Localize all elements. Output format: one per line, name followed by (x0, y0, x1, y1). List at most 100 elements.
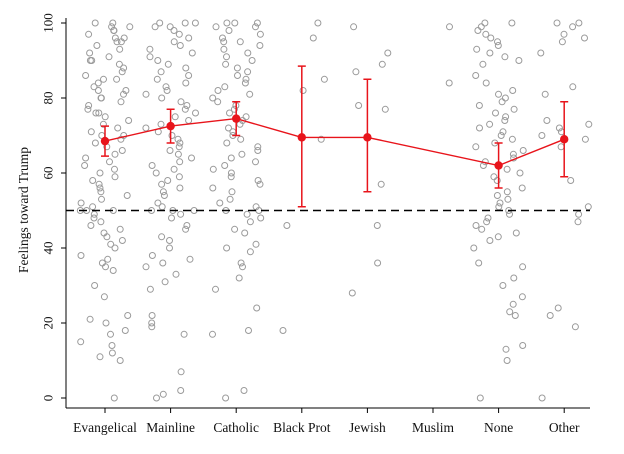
data-point (106, 158, 113, 166)
data-point (482, 79, 490, 87)
data-point (252, 240, 260, 248)
data-point (109, 267, 117, 274)
data-point (120, 90, 127, 98)
data-point (170, 165, 178, 173)
x-tick-label: Muslim (412, 420, 455, 435)
data-point (256, 180, 264, 188)
data-point (159, 259, 167, 267)
data-point (560, 30, 568, 38)
data-point (102, 263, 109, 271)
data-point (90, 214, 98, 222)
data-point (110, 27, 118, 34)
data-point (87, 128, 95, 136)
data-point (102, 319, 110, 327)
x-tick-label: Catholic (213, 420, 259, 435)
data-point (242, 113, 250, 121)
data-point (543, 117, 551, 124)
data-point (89, 177, 97, 184)
data-point (476, 124, 483, 132)
data-point (238, 150, 246, 158)
data-point (97, 188, 105, 196)
data-point (237, 135, 245, 143)
data-point (227, 169, 235, 177)
data-point (180, 330, 188, 338)
data-point (476, 394, 484, 402)
data-point (518, 184, 526, 192)
data-point (146, 53, 154, 61)
data-point (161, 278, 169, 286)
data-point (94, 79, 102, 87)
mean-point (494, 161, 503, 170)
data-point (156, 19, 164, 27)
data-point (309, 34, 317, 42)
data-point (231, 19, 239, 27)
data-point (538, 132, 546, 139)
data-point (237, 259, 245, 267)
y-tick-label: 20 (41, 317, 56, 330)
data-point (384, 49, 392, 57)
data-point (254, 147, 262, 154)
mean-point (166, 121, 175, 131)
data-point (509, 87, 517, 94)
data-point (164, 60, 172, 68)
data-point (118, 237, 126, 244)
scatter-points (76, 19, 593, 402)
data-point (219, 34, 226, 42)
data-point (486, 120, 494, 128)
data-point (233, 64, 241, 72)
data-point (183, 102, 191, 109)
data-point (162, 83, 170, 91)
data-point (243, 210, 251, 218)
data-point (183, 222, 191, 229)
data-point (492, 109, 499, 117)
data-point (86, 57, 94, 64)
data-point (142, 90, 150, 98)
data-point (182, 64, 190, 72)
data-point (115, 60, 123, 68)
data-point (244, 49, 252, 57)
data-point (174, 135, 182, 143)
data-point (502, 345, 510, 353)
data-point (85, 30, 93, 38)
data-point (484, 214, 492, 222)
data-point (182, 79, 190, 87)
data-point (519, 342, 527, 349)
data-point (502, 113, 510, 121)
data-point (223, 53, 230, 61)
data-point (185, 72, 193, 79)
y-axis-title: Feelings toward Trump (16, 147, 31, 273)
data-point (352, 68, 360, 76)
data-point (111, 244, 119, 252)
data-point (508, 19, 516, 27)
data-point (234, 72, 241, 79)
data-point (373, 222, 381, 229)
data-point (493, 177, 501, 184)
data-point (99, 120, 107, 128)
data-point (241, 79, 249, 87)
data-point (157, 68, 165, 76)
data-point (581, 135, 589, 143)
data-point (172, 270, 180, 278)
data-point (94, 87, 102, 94)
data-point (472, 72, 480, 79)
data-point (166, 147, 174, 154)
data-point (509, 150, 517, 158)
data-point (116, 45, 124, 53)
data-point (223, 244, 231, 252)
data-point (166, 237, 173, 244)
data-point (97, 94, 105, 102)
data-point (118, 68, 126, 76)
data-point (101, 113, 109, 121)
data-point (142, 263, 150, 271)
data-point (111, 34, 119, 42)
data-point (222, 60, 230, 68)
data-point (109, 19, 117, 27)
data-point (226, 195, 234, 203)
data-point (314, 19, 322, 27)
data-point (509, 300, 517, 308)
data-point (91, 139, 99, 147)
data-point (174, 150, 182, 158)
data-point (585, 120, 593, 128)
data-point (222, 394, 230, 402)
